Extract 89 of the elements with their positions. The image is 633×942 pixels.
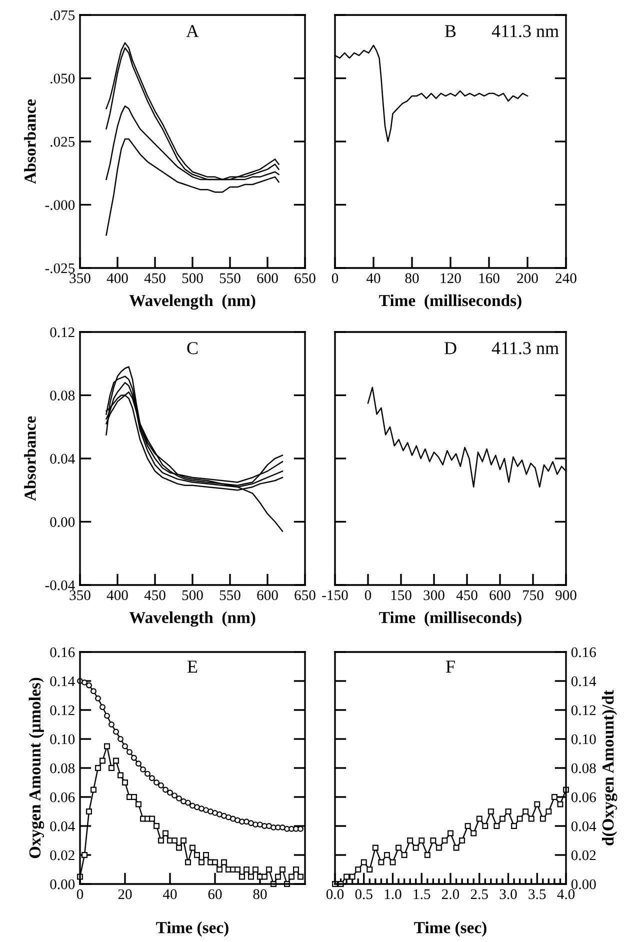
y-tick-label: 0.12 [50, 705, 74, 716]
x-tick-label: 150 [391, 590, 412, 600]
y2-tick-label: 0.16 [571, 647, 596, 658]
x-tick-label: 1.0 [384, 889, 402, 900]
x-tick-label: 2.0 [442, 889, 460, 900]
y-tick-label: -.000 [45, 200, 75, 210]
x-tick-label: 0 [76, 889, 84, 900]
x-tick-label: 40 [366, 273, 380, 284]
y-tick-label: 0.00 [50, 879, 75, 890]
y2-tick-label: 0.02 [571, 850, 596, 860]
x-tick-label: 80 [253, 889, 267, 900]
y2-axis-title: d(Oxygen Amount)/dt [602, 690, 618, 846]
y2-tick-label: 0.00 [571, 879, 596, 890]
y-tick-label: .050 [50, 74, 75, 84]
y-tick-label: 0.00 [50, 517, 75, 528]
x-tick-label: 650 [294, 590, 316, 600]
y-tick-label: 0.04 [50, 454, 75, 464]
x-tick-label: 3.0 [500, 889, 517, 900]
x-tick-label: 400 [106, 273, 128, 284]
y2-tick-label: 0.04 [571, 821, 596, 832]
x-tick-label: 900 [556, 590, 576, 600]
x-tick-label: 450 [144, 273, 166, 284]
chart-title: A [186, 25, 199, 38]
annotation: 411.3 nm [492, 342, 559, 354]
x-tick-label: 4.0 [557, 889, 575, 900]
x-tick-label: 350 [70, 273, 90, 284]
x-tick-label: 650 [294, 273, 316, 284]
x-tick-label: 40 [162, 889, 177, 900]
chart-title: F [446, 660, 455, 673]
y-tick-label: 0.06 [50, 792, 75, 802]
y-tick-label: .025 [50, 136, 75, 147]
x-tick-label: 2.5 [470, 889, 488, 900]
x-tick-label: 750 [523, 590, 544, 600]
x-tick-label: 1.5 [414, 889, 430, 900]
chart-title: E [188, 660, 198, 673]
x-tick-label: -150 [322, 590, 348, 600]
x-tick-label: 450 [144, 590, 166, 600]
x-tick-label: 300 [424, 590, 444, 600]
x-tick-label: 20 [118, 889, 132, 900]
y-tick-label: -.025 [45, 263, 75, 274]
y-tick-label: 0.08 [50, 390, 75, 401]
x-tick-label: 600 [257, 590, 278, 600]
x-tick-label: 3.5 [528, 889, 546, 900]
x-tick-label: 0.0 [326, 889, 344, 900]
x-tick-label: 60 [208, 889, 222, 900]
x-tick-label: 80 [405, 273, 419, 284]
y-axis-title: Absorbance [24, 416, 36, 501]
y-tick-label: 0.16 [50, 647, 75, 658]
x-tick-label: 0 [364, 590, 372, 600]
x-tick-label: 160 [479, 273, 500, 284]
x-tick-label: 0 [332, 273, 338, 284]
x-tick-label: 400 [106, 590, 128, 600]
y2-tick-label: 0.14 [571, 676, 596, 686]
x-tick-label: 550 [220, 273, 240, 284]
y-axis-title: Oxygen Amount (µmoles) [28, 678, 44, 858]
annotation: 411.3 nm [492, 25, 559, 38]
y-tick-label: 0.04 [50, 821, 75, 832]
x-axis-title: Time (milliseconds) [379, 294, 522, 310]
y-tick-label: 0.08 [50, 763, 75, 774]
y-tick-label: 0.02 [50, 850, 74, 860]
x-axis-title: Wavelength (nm) [129, 294, 256, 310]
x-axis-title: Time (sec) [156, 922, 228, 937]
x-axis-title: Wavelength (nm) [129, 611, 256, 627]
x-tick-label: 0.5 [355, 889, 372, 900]
x-tick-label: 120 [440, 273, 461, 284]
x-tick-label: 500 [182, 590, 203, 600]
y-tick-label: -0.04 [45, 580, 75, 590]
x-tick-label: 200 [517, 273, 538, 284]
x-tick-label: 500 [182, 273, 203, 284]
y-tick-label: 0.10 [50, 734, 75, 744]
y2-tick-label: 0.06 [571, 792, 596, 802]
x-tick-label: 600 [490, 590, 510, 600]
y-tick-label: 0.12 [50, 327, 74, 338]
x-tick-label: 450 [456, 590, 478, 600]
x-axis-title: Time (sec) [414, 922, 486, 937]
y-tick-label: .075 [50, 10, 75, 20]
chart-title: B [444, 25, 456, 38]
x-tick-label: 600 [257, 273, 278, 284]
chart-title: D [444, 342, 456, 354]
x-tick-label: 240 [556, 273, 576, 284]
y-axis-title: Absorbance [24, 99, 36, 184]
y-tick-label: 0.14 [50, 676, 75, 686]
y2-tick-label: 0.10 [571, 734, 596, 744]
x-tick-label: 350 [70, 590, 90, 600]
y2-tick-label: 0.08 [571, 763, 596, 774]
y2-tick-label: 0.12 [571, 705, 596, 716]
x-tick-label: 550 [220, 590, 240, 600]
x-axis-title: Time (milliseconds) [379, 611, 522, 627]
chart-title: C [187, 342, 198, 354]
